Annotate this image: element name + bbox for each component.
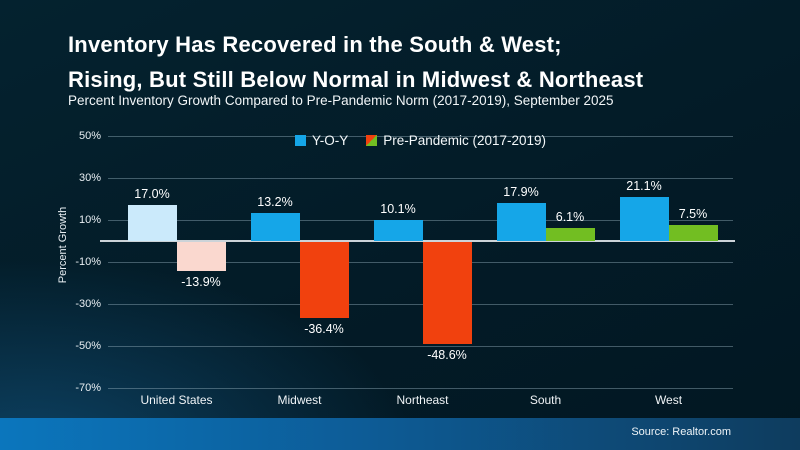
bar-y-o-y-northeast <box>373 219 423 241</box>
bar-value-label: 13.2% <box>257 195 293 210</box>
bar-value-label: -48.6% <box>427 348 467 363</box>
x-category-label-united-states: United States <box>140 393 213 407</box>
bar-pre-pandemic-2017-2019-northeast <box>422 242 472 345</box>
bar-value-label: 21.1% <box>626 178 662 193</box>
legend-swatch-icon <box>366 135 378 146</box>
x-category-label-south: South <box>529 393 562 407</box>
bar-y-o-y-united-states <box>127 205 177 241</box>
gridline-30% <box>108 178 733 179</box>
y-tick-label: -10% <box>75 255 101 268</box>
y-tick-label: 50% <box>78 129 101 142</box>
bar-pre-pandemic-2017-2019-midwest <box>299 242 349 319</box>
y-tick-label: 10% <box>78 213 101 226</box>
source-text: Source: Realtor.com <box>631 426 731 438</box>
x-category-label-west: West <box>654 393 683 407</box>
zero-axis-line <box>100 240 735 242</box>
y-axis-title: Percent Growth <box>57 206 69 284</box>
gridline-50% <box>108 136 733 137</box>
gridline--30% <box>108 304 733 305</box>
legend-label: Pre-Pandemic (2017-2019) <box>383 133 547 148</box>
legend-label: Y-O-Y <box>311 133 349 148</box>
legend-item-pre-pandemic-2017-2019: Pre-Pandemic (2017-2019) <box>366 133 546 148</box>
bar-value-label: 7.5% <box>678 207 708 222</box>
bar-value-label: 17.0% <box>134 187 170 202</box>
legend-swatch-icon <box>294 135 306 146</box>
bar-y-o-y-south <box>496 203 546 241</box>
gridline--50% <box>108 346 733 347</box>
bar-y-o-y-west <box>619 196 669 241</box>
x-category-label-northeast: Northeast <box>396 393 449 407</box>
bar-value-label: 17.9% <box>503 185 539 200</box>
y-tick-label: 30% <box>78 171 101 184</box>
legend-item-y-o-y: Y-O-Y <box>294 133 349 148</box>
y-tick-label: -70% <box>75 381 101 394</box>
bar-value-label: 6.1% <box>555 210 585 225</box>
bar-value-label: 10.1% <box>380 201 416 216</box>
title-line-1: Inventory Has Recovered in the South & W… <box>68 32 562 57</box>
footer-bar: Source: Realtor.com <box>0 418 800 450</box>
bar-pre-pandemic-2017-2019-united-states <box>176 242 226 272</box>
bar-pre-pandemic-2017-2019-west <box>668 225 718 241</box>
gridline--10% <box>108 262 733 263</box>
gridline--70% <box>108 388 733 389</box>
y-tick-label: -50% <box>75 339 101 352</box>
y-tick-label: -30% <box>75 297 101 310</box>
bar-pre-pandemic-2017-2019-south <box>545 228 595 241</box>
bar-y-o-y-midwest <box>250 213 300 241</box>
bar-value-label: -36.4% <box>304 322 344 337</box>
page-title: Inventory Has Recovered in the South & W… <box>68 27 643 97</box>
bar-value-label: -13.9% <box>181 275 221 290</box>
x-category-label-midwest: Midwest <box>277 393 322 407</box>
inventory-growth-bar-chart: 50% 30% 10% -10% -30% -50% -70% Percent Growth 1… <box>0 120 800 420</box>
page-subtitle: Percent Inventory Growth Compared to Pre… <box>68 93 614 108</box>
chart-legend: Y-O-Y Pre-Pandemic (2017-2019) <box>108 133 733 148</box>
title-line-2: Rising, But Still Below Normal in Midwes… <box>68 67 644 92</box>
